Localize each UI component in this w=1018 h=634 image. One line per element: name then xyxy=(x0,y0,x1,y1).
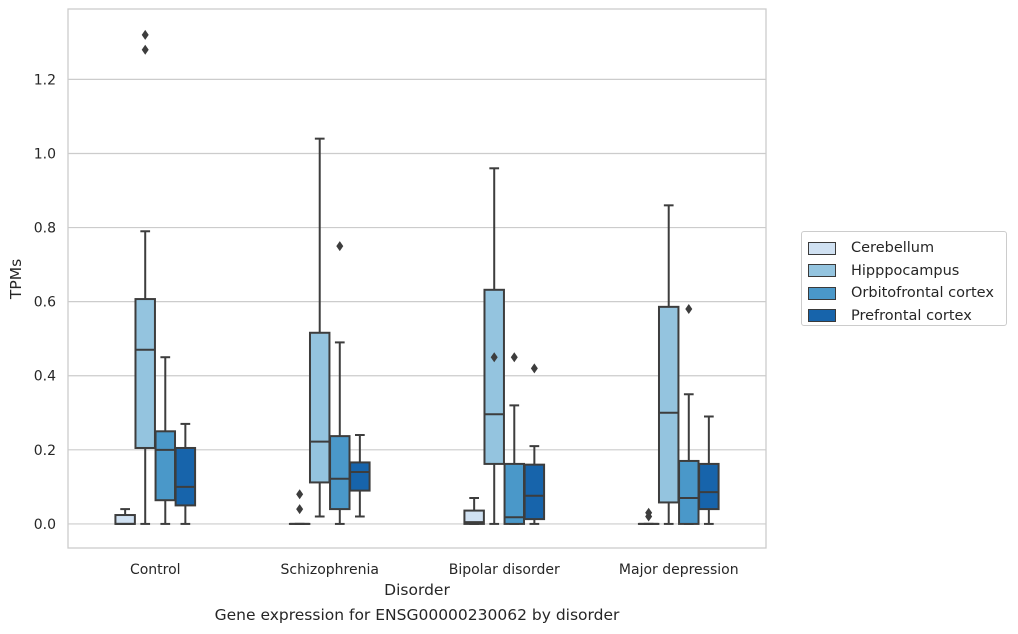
y-tick-labels: 0.0 0.2 0.4 0.6 0.8 1.0 1.2 xyxy=(34,72,56,533)
box-iqr xyxy=(503,462,526,525)
legend-swatch-cerebellum xyxy=(808,241,836,255)
box-hipppocampus-major-depression xyxy=(657,204,680,525)
outlier-point xyxy=(141,44,149,55)
legend-swatch-prefrontal-cortex xyxy=(808,309,836,323)
outlier-point xyxy=(141,29,149,40)
box-prefrontal-cortex-control xyxy=(174,422,197,525)
box-group-bipolar-disorder xyxy=(463,167,546,525)
legend-item-cerebellum: Cerebellum xyxy=(808,237,1006,260)
box-orbitofrontal-cortex-bipolar-disorder xyxy=(503,352,526,525)
box-prefrontal-cortex-bipolar-disorder xyxy=(523,363,546,525)
legend-label-orbitofrontal-cortex: Orbitofrontal cortex xyxy=(851,285,994,302)
box-iqr xyxy=(114,514,136,525)
outlier-point xyxy=(296,504,304,515)
legend-label-prefrontal-cortex: Prefrontal cortex xyxy=(851,307,972,324)
legend-item-prefrontal-cortex: Prefrontal cortex xyxy=(808,305,1006,328)
outlier-point xyxy=(510,352,518,363)
box-iqr xyxy=(483,288,505,465)
box-orbitofrontal-cortex-schizophrenia xyxy=(329,241,351,525)
y-tick-label: 0.0 xyxy=(34,517,56,533)
outlier-point xyxy=(336,241,344,252)
legend-label-hippocampus: Hipppocampus xyxy=(851,262,960,279)
y-tick-label: 0.2 xyxy=(34,443,56,459)
y-axis-label: TPMs xyxy=(7,259,25,300)
box-iqr xyxy=(678,459,700,525)
outlier-point xyxy=(530,363,538,374)
box-iqr xyxy=(154,430,177,502)
box-iqr xyxy=(523,463,546,521)
box-cerebellum-major-depression xyxy=(637,507,660,525)
box-cerebellum-schizophrenia xyxy=(288,489,311,525)
box-hipppocampus-control xyxy=(134,29,156,525)
box-orbitofrontal-cortex-major-depression xyxy=(678,304,700,525)
box-hipppocampus-schizophrenia xyxy=(308,137,331,518)
legend-item-orbitofrontal-cortex: Orbitofrontal cortex xyxy=(808,282,1006,305)
x-tick-label-major-depression: Major depression xyxy=(619,562,739,578)
box-prefrontal-cortex-major-depression xyxy=(698,415,720,525)
y-tick-label: 0.6 xyxy=(34,295,56,311)
box-group-schizophrenia xyxy=(288,137,371,525)
plot-frame xyxy=(67,8,767,549)
y-tick-label: 1.0 xyxy=(34,146,56,162)
y-tick-label: 0.4 xyxy=(34,369,56,385)
box-iqr xyxy=(134,298,156,449)
box-iqr xyxy=(174,446,197,507)
outlier-point xyxy=(645,507,653,518)
x-tick-label-control: Control xyxy=(130,562,181,578)
box-cerebellum-bipolar-disorder xyxy=(463,496,485,525)
legend-swatch-orbitofrontal-cortex xyxy=(808,286,836,300)
outlier-point xyxy=(490,352,498,363)
box-iqr xyxy=(463,509,485,525)
box-iqr xyxy=(308,331,331,484)
box-iqr xyxy=(349,461,371,492)
x-tick-label-bipolar-disorder: Bipolar disorder xyxy=(449,562,560,578)
legend-label-cerebellum: Cerebellum xyxy=(851,240,935,257)
box-cerebellum-control xyxy=(114,508,136,525)
outlier-point xyxy=(296,489,304,500)
box-hipppocampus-bipolar-disorder xyxy=(483,167,505,525)
box-group-control xyxy=(114,29,197,525)
box-iqr xyxy=(329,435,351,511)
chart-caption: Gene expression for ENSG00000230062 by d… xyxy=(214,606,620,624)
legend: Cerebellum Hipppocampus Orbitofrontal co… xyxy=(801,231,1007,326)
legend-item-hippocampus: Hipppocampus xyxy=(808,260,1006,283)
legend-swatch-hippocampus xyxy=(808,264,836,278)
box-groups xyxy=(114,29,720,525)
box-iqr xyxy=(657,305,680,504)
y-tick-label: 0.8 xyxy=(34,221,56,237)
x-tick-label-schizophrenia: Schizophrenia xyxy=(281,562,379,578)
box-iqr xyxy=(698,462,720,511)
outlier-point xyxy=(685,304,693,315)
box-prefrontal-cortex-schizophrenia xyxy=(349,434,371,518)
x-axis-label: Disorder xyxy=(384,581,450,599)
x-tick-labels: Control Schizophrenia Bipolar disorder Majo… xyxy=(130,562,739,578)
box-group-major-depression xyxy=(637,204,720,525)
box-orbitofrontal-cortex-control xyxy=(154,356,177,525)
y-tick-label: 1.2 xyxy=(34,72,56,88)
